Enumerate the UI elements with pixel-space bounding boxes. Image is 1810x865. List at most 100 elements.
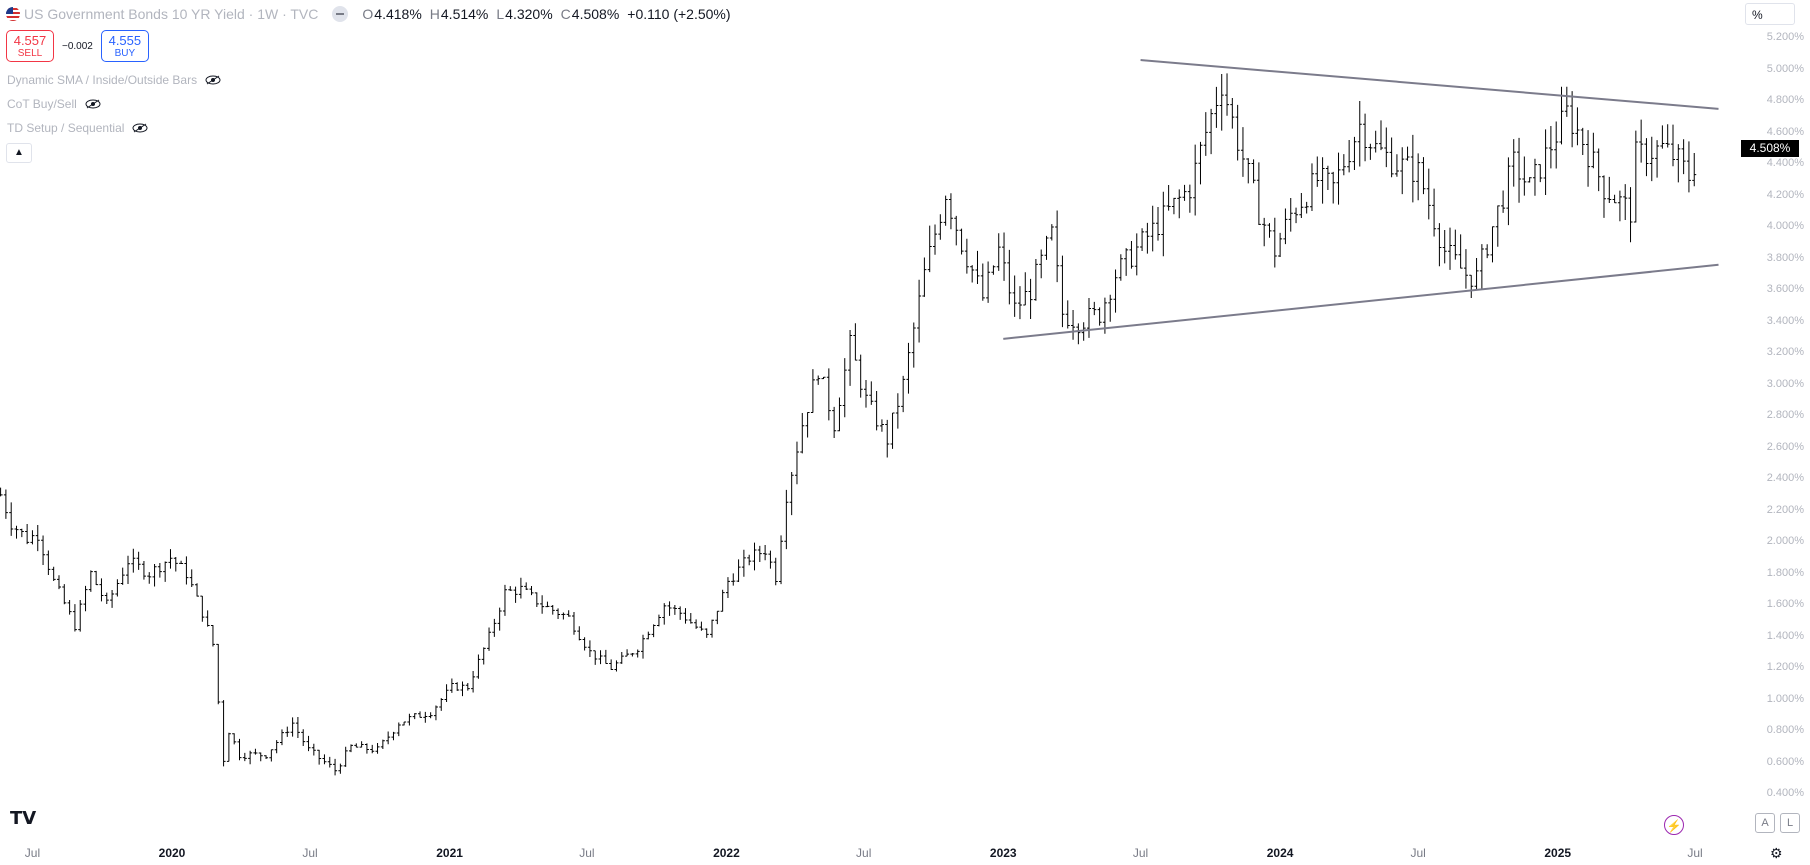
ohlc-bar (736, 559, 741, 583)
ohlc-bar (863, 379, 868, 408)
ohlc-bar (1288, 198, 1293, 232)
x-tick-label: 2021 (436, 846, 463, 860)
sell-label: SELL (17, 48, 43, 59)
y-tick-label: 2.000% (1766, 535, 1804, 547)
collapse-indicators-button[interactable]: ▲ (6, 143, 32, 163)
ohlc-bar (1681, 139, 1686, 175)
ohlc-bar (1490, 226, 1495, 263)
ohlc-bar (858, 354, 863, 398)
y-tick-label: 0.600% (1766, 755, 1804, 768)
ohlc-bar (428, 712, 433, 719)
ohlc-bar (338, 763, 343, 774)
ohlc-bar (1357, 101, 1362, 167)
ohlc-bar (1134, 233, 1139, 276)
y-tick-label: 1.200% (1766, 661, 1804, 673)
ohlc-bar (1384, 127, 1389, 168)
symbol-title[interactable]: US Government Bonds 10 YR Yield · 1W · T… (24, 6, 319, 22)
ohlc-bar (354, 743, 359, 748)
tradingview-logo-icon[interactable]: TV (10, 808, 37, 829)
sell-button[interactable]: 4.557 SELL (6, 30, 54, 62)
ohlc-bar (1065, 300, 1070, 329)
open-label: O (362, 6, 374, 22)
trade-panel: 4.557 SELL −0.002 4.555 BUY (6, 30, 149, 62)
ohlc-bar (970, 265, 975, 283)
ohlc-bar (1219, 74, 1224, 131)
ohlc-bar (364, 743, 369, 754)
ohlc-bar (184, 556, 189, 585)
ohlc-bar (1113, 269, 1118, 313)
close-label: C (560, 6, 571, 22)
indicator-row[interactable]: Dynamic SMA / Inside/Outside Bars (7, 73, 221, 87)
ohlc-bar (1209, 108, 1214, 155)
y-tick-label: 0.800% (1766, 724, 1804, 736)
trendline-lower[interactable] (1003, 263, 1719, 340)
ohlc-bar (481, 647, 486, 665)
ohlc-bar (1039, 249, 1044, 279)
ohlc-bar (1416, 153, 1421, 201)
ohlc-bar (1023, 272, 1028, 306)
ohlc-bar (412, 713, 417, 720)
y-tick-label: 2.800% (1766, 409, 1804, 421)
ohlc-bar (1495, 205, 1500, 247)
ohlc-bar (513, 586, 518, 603)
trendline-upper[interactable] (1140, 59, 1719, 110)
ohlc-bar (115, 579, 120, 597)
lightning-icon[interactable]: ⚡ (1664, 815, 1684, 835)
y-tick-label: 3.800% (1766, 251, 1804, 264)
ohlc-bar (561, 612, 566, 620)
ohlc-bar (1633, 130, 1638, 223)
indicator-row[interactable]: CoT Buy/Sell (7, 97, 101, 111)
ohlc-bar (83, 585, 88, 612)
ohlc-bar (152, 564, 157, 587)
eye-hidden-icon[interactable] (85, 99, 101, 109)
indicator-label: TD Setup / Sequential (7, 121, 125, 135)
ohlc-bar (826, 368, 831, 421)
ohlc-bar (264, 755, 269, 759)
settings-gear-icon[interactable]: ⚙ (1770, 845, 1783, 861)
ohlc-bar (614, 660, 619, 672)
low-label: L (496, 6, 505, 22)
indicator-row[interactable]: TD Setup / Sequential (7, 121, 148, 135)
ohlc-bar (816, 375, 821, 385)
ohlc-bar (471, 671, 476, 693)
ohlc-bar (1692, 152, 1697, 187)
ohlc-bar (1601, 175, 1606, 218)
ohlc-bar (656, 614, 661, 627)
log-scale-button[interactable]: L (1780, 813, 1800, 833)
x-tick-label: Jul (24, 846, 41, 860)
ohlc-bar (168, 549, 173, 569)
ohlc-bar (1448, 227, 1453, 270)
minus-icon[interactable] (332, 6, 349, 22)
buy-price: 4.555 (108, 33, 142, 48)
ohlc-bar (741, 549, 746, 577)
auto-scale-button[interactable]: A (1755, 813, 1775, 833)
ohlc-bar (593, 650, 598, 665)
eye-hidden-icon[interactable] (205, 75, 221, 85)
ohlc-bar (502, 584, 507, 616)
buy-button[interactable]: 4.555 BUY (100, 30, 149, 62)
ohlc-bar (895, 393, 900, 429)
ohlc-bar (205, 610, 210, 627)
ohlc-bar (1251, 159, 1256, 184)
ohlc-bar (678, 606, 683, 620)
axis-unit-selector[interactable]: % (1745, 3, 1795, 25)
ohlc-bar (694, 619, 699, 629)
ohlc-bar (497, 607, 502, 631)
ohlc-bar (1506, 157, 1511, 226)
trendlines (1003, 59, 1719, 340)
close-value: 4.508% (571, 6, 620, 22)
ohlc-bar (1442, 230, 1447, 264)
ohlc-bar (1586, 130, 1591, 187)
ohlc-bar (78, 600, 83, 632)
ohlc-bar (1246, 158, 1251, 184)
ohlc-bar (460, 681, 465, 697)
y-tick-label: 1.800% (1766, 566, 1804, 579)
ohlc-bar (126, 555, 131, 584)
ohlc-bar (56, 575, 61, 590)
y-tick-label: 1.400% (1766, 629, 1804, 642)
ohlc-bar (1156, 207, 1161, 241)
ohlc-bar (423, 711, 428, 723)
eye-hidden-icon[interactable] (132, 123, 148, 133)
ohlc-bar (99, 578, 104, 602)
